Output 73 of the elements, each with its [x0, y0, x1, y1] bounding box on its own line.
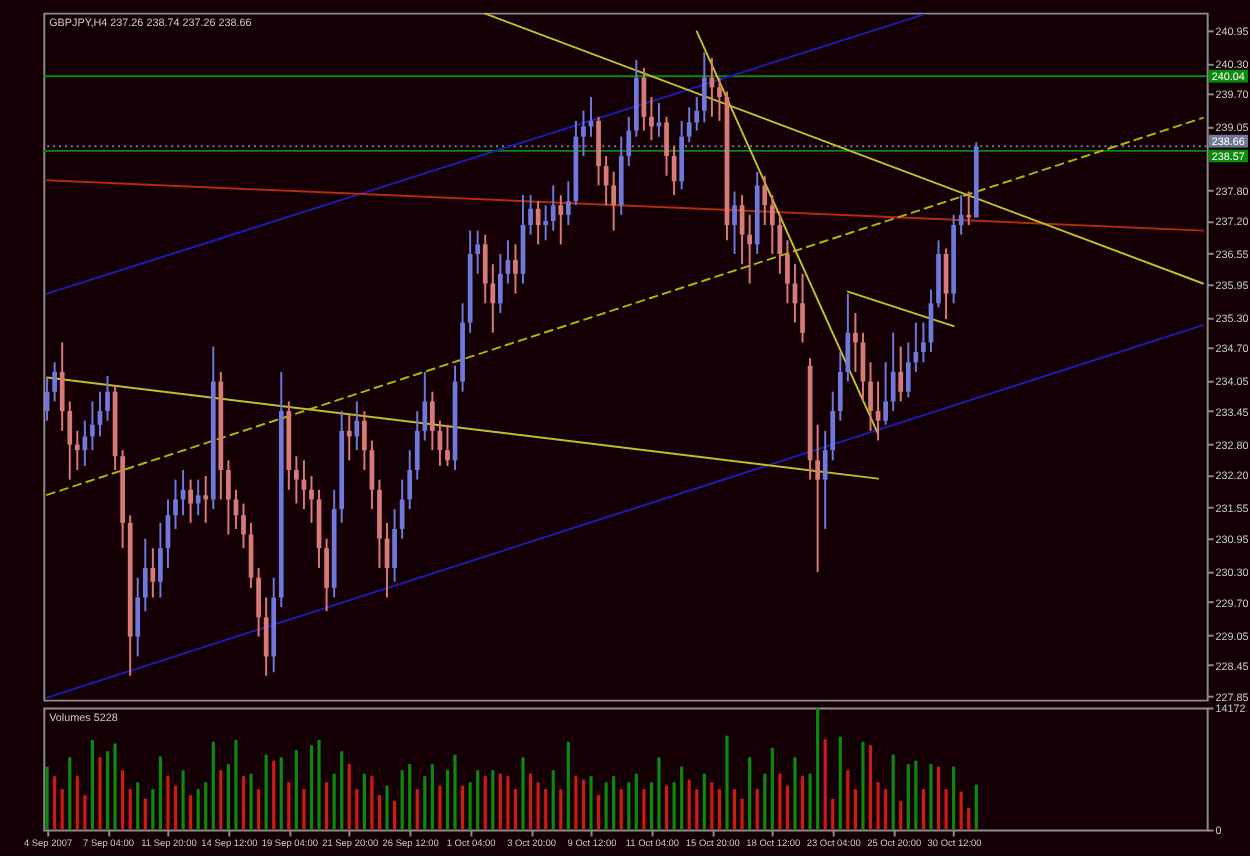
candlestick	[815, 423, 820, 574]
candlestick	[309, 475, 314, 524]
candlestick	[694, 96, 700, 132]
candlestick	[785, 239, 790, 305]
candlestick	[701, 51, 707, 124]
candlestick	[203, 475, 209, 524]
candlestick	[528, 194, 533, 236]
candlestick	[717, 76, 722, 122]
candlestick	[837, 351, 843, 422]
candlestick	[565, 180, 571, 227]
candlestick	[958, 194, 964, 236]
candlestick	[142, 537, 148, 613]
candlestick	[422, 370, 428, 442]
candlestick	[241, 502, 246, 550]
candlestick	[649, 96, 654, 142]
candlestick	[475, 229, 481, 275]
candlestick	[611, 170, 617, 232]
candlestick	[59, 341, 65, 432]
candlestick	[74, 429, 80, 471]
candlestick	[195, 478, 201, 517]
candlestick	[407, 449, 413, 511]
candlestick	[392, 508, 397, 583]
candlestick	[913, 321, 919, 373]
candlestick	[82, 419, 88, 467]
candlestick	[90, 400, 95, 452]
candlestick	[52, 361, 57, 403]
candlestick	[845, 292, 851, 383]
candlestick	[414, 410, 420, 481]
candlestick	[747, 213, 753, 285]
candlestick	[769, 194, 775, 255]
candlestick	[550, 184, 556, 232]
candlestick	[135, 576, 141, 658]
candlestick	[362, 410, 367, 471]
candlestick	[324, 537, 329, 613]
candlestick	[513, 243, 518, 295]
candlestick	[67, 400, 73, 481]
candlestick	[558, 194, 564, 246]
candlestick	[430, 390, 435, 452]
candlestick	[399, 478, 405, 540]
candlestick	[905, 341, 911, 399]
candlestick	[354, 400, 360, 452]
candlestick	[581, 109, 586, 157]
candlestick	[256, 567, 261, 638]
candlestick	[664, 115, 669, 177]
candlestick	[490, 263, 496, 334]
candlestick	[679, 119, 685, 191]
candlestick	[188, 478, 193, 524]
candlestick	[830, 390, 836, 462]
candlestick	[497, 253, 503, 314]
candlestick	[626, 115, 632, 168]
candlestick	[762, 174, 768, 227]
candlestick	[294, 455, 299, 505]
candlestick	[482, 233, 488, 305]
candlestick	[800, 272, 805, 344]
candlestick	[173, 478, 178, 530]
candlestick	[346, 414, 352, 462]
candlestick	[921, 321, 926, 364]
candlestick	[732, 190, 737, 255]
candlestick	[158, 521, 163, 599]
candlestick	[226, 459, 231, 536]
candlestick	[822, 429, 828, 530]
candlestick	[445, 423, 450, 467]
candlestick	[868, 361, 873, 432]
candlestick	[105, 374, 110, 422]
candlestick	[263, 596, 269, 677]
candlestick	[686, 106, 692, 144]
candlestick	[853, 311, 858, 373]
candlestick	[543, 204, 549, 242]
candlestick	[898, 345, 904, 403]
candlestick	[890, 331, 896, 413]
candlestick	[596, 115, 601, 187]
candlestick	[150, 547, 156, 599]
candlestick	[883, 361, 888, 426]
